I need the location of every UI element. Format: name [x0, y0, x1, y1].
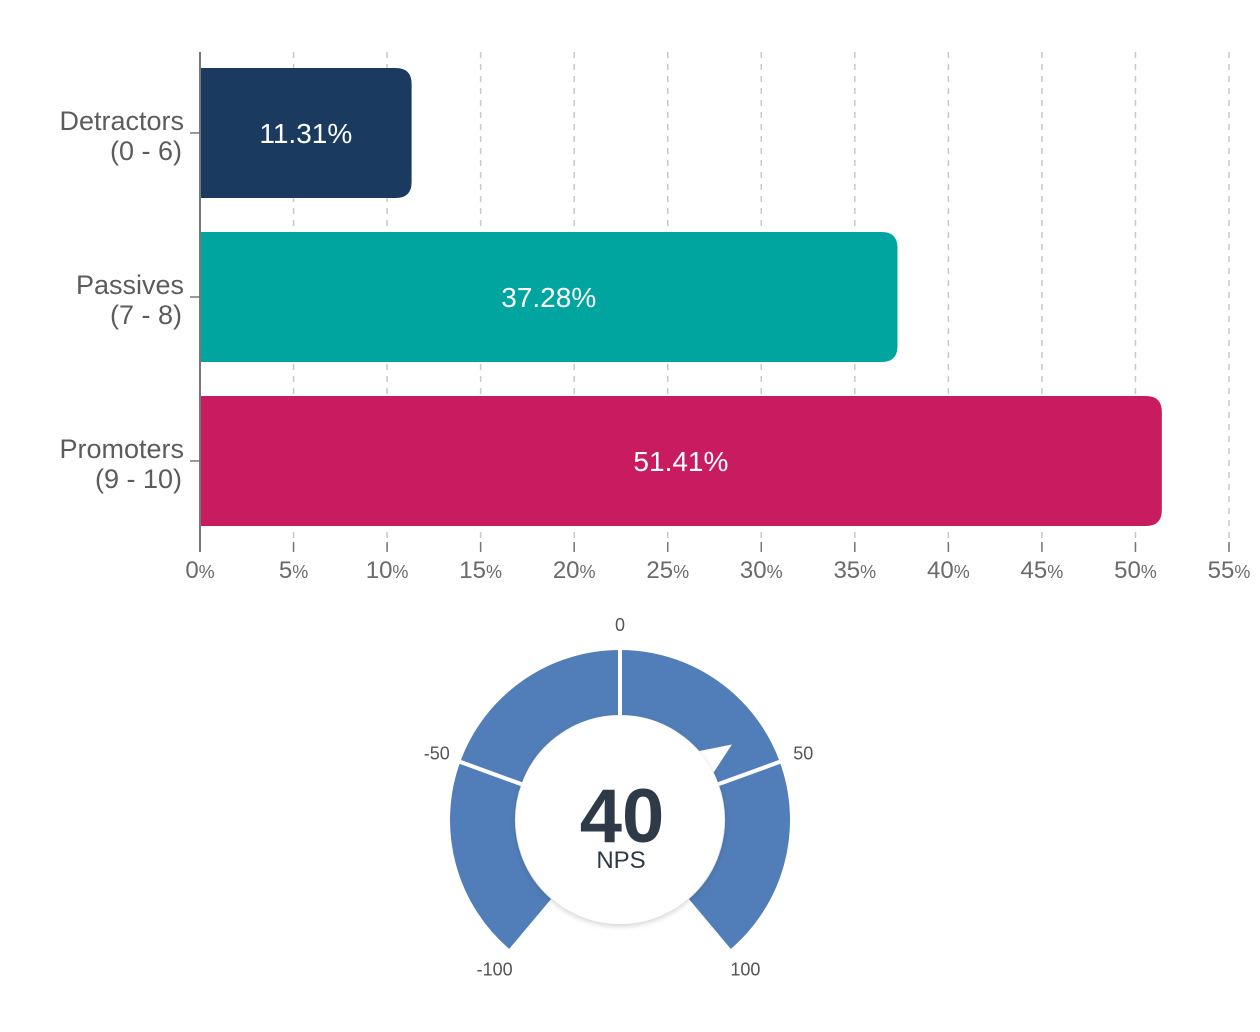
x-tick-label: 45%: [1021, 557, 1064, 584]
category-range: (7 - 8): [110, 300, 182, 330]
x-tick-label: 50%: [1114, 557, 1157, 584]
x-tick-label: 0%: [185, 557, 214, 584]
bar-value-label: 11.31%: [259, 118, 352, 149]
gauge-tick-label: 0: [615, 615, 625, 635]
gauge-tick-label: -100: [477, 959, 513, 979]
category-labels: Detractors(0 - 6) Passives(7 - 8) Promoter…: [59, 106, 200, 494]
x-tick-label: 55%: [1208, 557, 1251, 584]
x-tick-label: 40%: [927, 557, 970, 584]
category-name: Passives: [76, 270, 184, 300]
chart-gridlines: [199, 52, 1230, 552]
gauge-center-disc: [516, 716, 724, 924]
x-tick-label: 25%: [646, 557, 689, 584]
x-tick-label: 20%: [553, 557, 596, 584]
x-tick-labels: 0% 5% 10% 15% 20% 25% 30% 35% 40% 45% 50% 55%: [185, 557, 1250, 584]
chart-bars: 11.31% 37.28% 51.41%: [200, 68, 1162, 526]
category-range: (0 - 6): [110, 136, 182, 166]
bar-detractors: [200, 68, 412, 198]
gauge-tick-label: -50: [424, 743, 450, 763]
category-name: Detractors: [59, 106, 184, 136]
x-tick-label: 5%: [279, 557, 308, 584]
bar-value-label: 51.41%: [633, 446, 728, 477]
nps-distribution-bar-chart: 11.31% 37.28% 51.41% Detractors(0 - 6) Pass…: [59, 52, 1250, 584]
x-tick-label: 15%: [459, 557, 502, 584]
x-tick-label: 30%: [740, 557, 783, 584]
gauge-segments: [446, 645, 794, 955]
bar-promoters: [200, 396, 1162, 526]
gauge-tick-label: 100: [730, 959, 760, 979]
x-tick-label: 35%: [833, 557, 876, 584]
gauge-tick-label: 50: [793, 743, 813, 763]
gauge-tick-labels: -100 -50 0 50 100: [424, 615, 814, 979]
category-range: (9 - 10): [95, 464, 182, 494]
bar-passives: [200, 232, 898, 362]
x-tick-label: 10%: [366, 557, 409, 584]
category-name: Promoters: [59, 434, 184, 464]
nps-score-value: 40: [580, 774, 665, 859]
bar-value-label: 37.28%: [501, 282, 596, 313]
nps-score-caption: NPS: [596, 847, 645, 874]
